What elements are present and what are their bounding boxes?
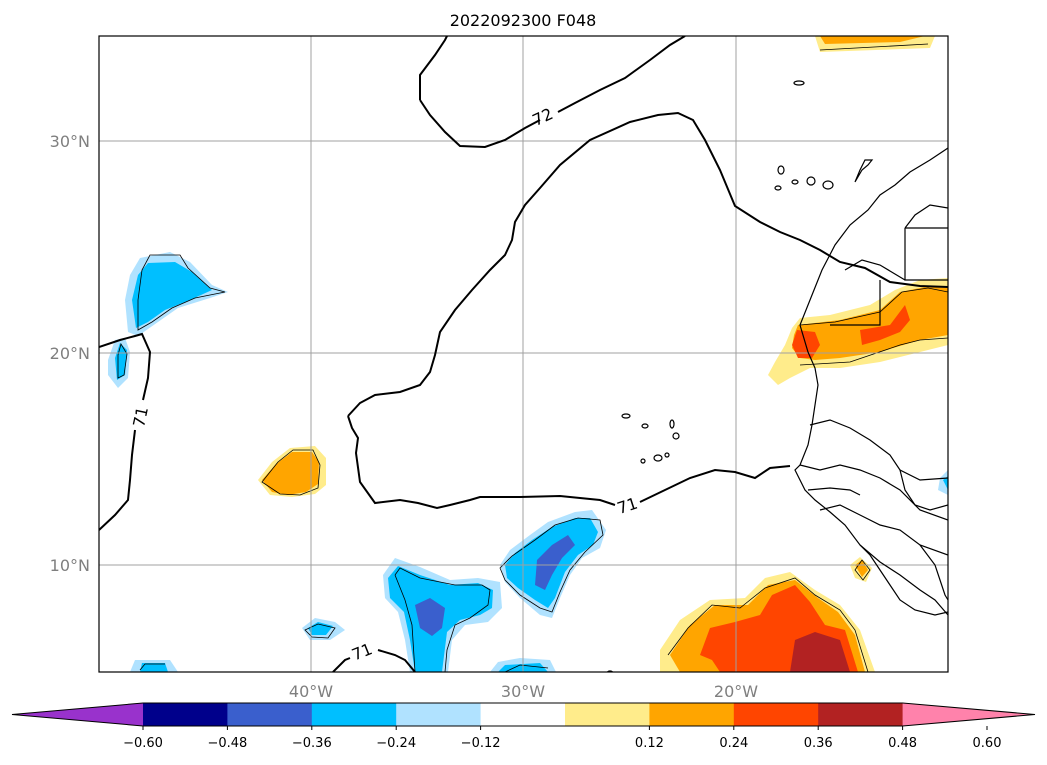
islands	[606, 80, 874, 672]
colorbar-tick-label: 0.24	[719, 736, 748, 751]
contour-label-72: 72	[529, 104, 555, 130]
shade-region-northwest-cold	[108, 252, 228, 388]
graticule	[99, 36, 948, 672]
colorbar-tick-label: −0.36	[292, 736, 332, 751]
lon-label-30w: 30°W	[501, 682, 545, 701]
colorbar-segment	[818, 703, 904, 726]
contour-label-71-west: 71	[129, 405, 152, 429]
colorbar: −0.60 −0.48 −0.36 −0.24 −0.12 0.12 0.24 0.36 0.4…	[11, 702, 1036, 751]
colorbar-segment	[565, 703, 650, 726]
colorbar-extend-high	[902, 703, 1035, 726]
contour-label-71-center: 71	[615, 494, 640, 518]
coastlines	[794, 147, 948, 616]
colorbar-segment	[227, 703, 313, 726]
shade-region-south-cold	[130, 470, 948, 672]
contour-label-71-south: 71	[349, 639, 375, 664]
lat-label-30n: 30°N	[50, 132, 90, 151]
colorbar-segment	[396, 703, 482, 726]
lon-label-40w: 40°W	[289, 682, 333, 701]
map-frame	[98, 35, 949, 673]
colorbar-segment	[649, 703, 735, 726]
colorbar-tick-label: −0.48	[207, 736, 247, 751]
shade-region-central-warm	[258, 446, 326, 497]
colorbar-extend-low	[12, 703, 143, 726]
map-title: 2022092300 F048	[450, 11, 597, 30]
colorbar-segment	[480, 703, 566, 726]
colorbar-tick-label: −0.60	[123, 736, 163, 751]
shade-region-northeast	[815, 36, 935, 52]
colorbar-tick-label: −0.24	[376, 736, 416, 751]
colorbar-tick-label: 0.36	[804, 736, 833, 751]
colorbar-tick-label: 0.12	[635, 736, 664, 751]
colorbar-segment	[311, 703, 397, 726]
lat-label-10n: 10°N	[50, 556, 90, 575]
lat-label-20n: 20°N	[50, 344, 90, 363]
shade-region-mauritania	[768, 278, 948, 385]
shade-region-southeast	[660, 572, 875, 672]
colorbar-tick-label: 0.60	[973, 736, 1002, 751]
colorbar-tick-label: 0.48	[888, 736, 917, 751]
colorbar-segment	[733, 703, 819, 726]
colorbar-segment	[143, 703, 228, 726]
contour-lines	[99, 36, 948, 672]
lon-label-20w: 20°W	[714, 682, 758, 701]
anomaly-outlines	[117, 43, 948, 672]
colorbar-tick-label: −0.12	[461, 736, 501, 751]
shade-region-guinea	[850, 557, 872, 582]
